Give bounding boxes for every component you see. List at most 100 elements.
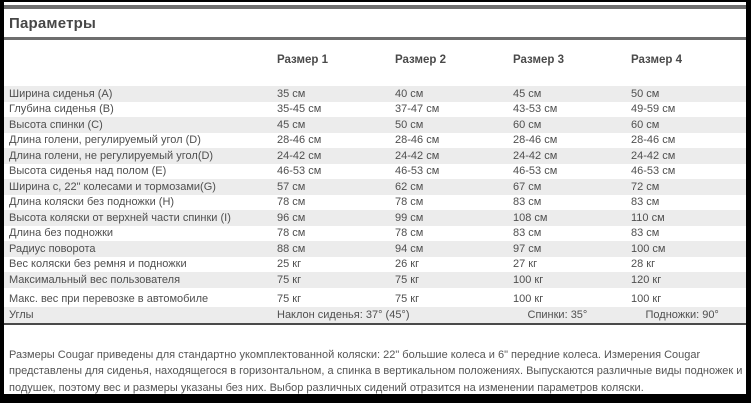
row-value: 28-46 см	[395, 134, 440, 147]
row-label: Высота коляски от верхней части спинки (…	[9, 211, 231, 224]
row-label: Длина коляски без подножки (H)	[9, 196, 175, 209]
row-value: 35 см	[277, 87, 306, 100]
table-row: Высота спинки (C) 45 см 50 см 60 см 60 см	[4, 117, 746, 133]
row-value: 100 см	[631, 242, 666, 255]
row-value: 28-46 см	[513, 134, 558, 147]
table-row: Ширина с, 22" колесами и тормозами(G) 57 …	[4, 179, 746, 195]
row-value: 37-47 см	[395, 103, 440, 116]
table-row: Макс. вес при перевозке в автомобиле 75 к…	[4, 292, 746, 308]
row-value: 75 кг	[395, 273, 420, 286]
row-value: 57 см	[277, 180, 306, 193]
row-label: Высота спинки (C)	[9, 118, 103, 131]
table-body: Ширина сиденья (A) 35 см 40 см 45 см 50 см Гл…	[4, 86, 746, 325]
row-label: Углы	[9, 308, 34, 321]
row-value: 108 см	[513, 211, 548, 224]
row-label: Ширина с, 22" колесами и тормозами(G)	[9, 180, 216, 193]
row-label: Макс. вес при перевозке в автомобиле	[9, 293, 209, 306]
row-value: 45 см	[277, 118, 306, 131]
row-value: 49-59 см	[631, 103, 676, 116]
row-value: 46-53 см	[395, 165, 440, 178]
table-row: Радиус поворота 88 см 94 см 97 см 100 см	[4, 241, 746, 257]
row-value: 35-45 см	[277, 103, 322, 116]
row-value: Подножки: 90°	[645, 308, 719, 321]
row-value: 24-42 см	[631, 149, 676, 162]
table-row: Длина без подножки 78 см 78 см 83 см 83 см	[4, 226, 746, 242]
row-value: Спинки: 35°	[527, 308, 588, 321]
row-value: 75 кг	[277, 273, 302, 286]
row-value: 120 кг	[631, 273, 662, 286]
title-divider	[4, 37, 746, 40]
row-value: 46-53 см	[277, 165, 322, 178]
row-value: 46-53 см	[631, 165, 676, 178]
table-header-row: Размер 1 Размер 2 Размер 3 Размер 4	[4, 54, 746, 69]
row-value: 75 кг	[395, 293, 420, 306]
row-value: 78 см	[395, 227, 424, 240]
row-value: 50 см	[395, 118, 424, 131]
row-label: Высота сиденья над полом (E)	[9, 165, 167, 178]
row-value: 100 кг	[513, 273, 544, 286]
row-value: 24-42 см	[513, 149, 558, 162]
table-row: Длина коляски без подножки (H) 78 см 78 см…	[4, 195, 746, 211]
row-value: 75 кг	[277, 293, 302, 306]
row-value: 100 кг	[513, 293, 544, 306]
row-value: 96 см	[277, 211, 306, 224]
row-label: Максимальный вес пользователя	[9, 273, 181, 286]
row-value: 67 см	[513, 180, 542, 193]
row-value: 78 см	[277, 196, 306, 209]
row-value: 72 см	[631, 180, 660, 193]
row-value: 94 см	[395, 242, 424, 255]
row-value: 45 см	[513, 87, 542, 100]
content-page: Параметры Размер 1 Размер 2 Размер 3 Раз…	[4, 2, 746, 394]
row-label: Глубина сиденья (B)	[9, 103, 114, 116]
row-label: Длина без подножки	[9, 227, 114, 240]
table-row: Ширина сиденья (A) 35 см 40 см 45 см 50 см	[4, 86, 746, 102]
table-row: Углы Наклон сиденья: 37° (45°) Спинки: 35°…	[4, 307, 746, 323]
row-value: 46-53 см	[513, 165, 558, 178]
column-header-size-1: Размер 1	[277, 54, 329, 66]
row-value: 99 см	[395, 211, 424, 224]
table-row: Длина голени, не регулируемый угол(D) 24-…	[4, 148, 746, 164]
header-spacer	[4, 54, 277, 69]
row-value: 50 см	[631, 87, 660, 100]
row-label: Ширина сиденья (A)	[9, 87, 113, 100]
row-value: 24-42 см	[395, 149, 440, 162]
column-header-size-2: Размер 2	[395, 54, 447, 66]
row-label: Длина голени, регулируемый угол (D)	[9, 134, 201, 147]
column-header-size-3: Размер 3	[513, 54, 565, 66]
top-divider	[4, 5, 746, 9]
row-value: 88 см	[277, 242, 306, 255]
table-row: Максимальный вес пользователя 75 кг 75 кг 1…	[4, 272, 746, 288]
row-value: 25 кг	[277, 258, 302, 271]
row-label: Длина голени, не регулируемый угол(D)	[9, 149, 214, 162]
row-value: 43-53 см	[513, 103, 558, 116]
row-value: 60 см	[631, 118, 660, 131]
row-value: 24-42 см	[277, 149, 322, 162]
row-value: 27 кг	[513, 258, 538, 271]
table-row: Глубина сиденья (B) 35-45 см 37-47 см 43-53…	[4, 102, 746, 118]
row-value: 100 кг	[631, 293, 662, 306]
row-value: 60 см	[513, 118, 542, 131]
row-value: 78 см	[395, 196, 424, 209]
row-value: 78 см	[277, 227, 306, 240]
row-value: 83 см	[513, 227, 542, 240]
row-value: 83 см	[513, 196, 542, 209]
row-value: 110 см	[631, 211, 665, 224]
row-label: Радиус поворота	[9, 242, 96, 255]
row-value: 28-46 см	[631, 134, 676, 147]
row-value: 28 кг	[631, 258, 656, 271]
footnote-text: Размеры Cougar приведены для стандартно …	[9, 348, 743, 394]
row-value: 62 см	[395, 180, 424, 193]
row-value: 97 см	[513, 242, 542, 255]
table-row: Вес коляски без ремня и подножки 25 кг 26 …	[4, 257, 746, 273]
row-value: 28-46 см	[277, 134, 322, 147]
row-label: Вес коляски без ремня и подножки	[9, 258, 187, 271]
row-value: Наклон сиденья: 37° (45°)	[277, 308, 410, 321]
table-row: Длина голени, регулируемый угол (D) 28-46…	[4, 133, 746, 149]
page-title: Параметры	[9, 15, 96, 32]
parameters-table: Размер 1 Размер 2 Размер 3 Размер 4 Шири…	[4, 54, 746, 325]
table-row: Высота коляски от верхней части спинки (…	[4, 210, 746, 226]
column-header-size-4: Размер 4	[631, 54, 683, 66]
row-value: 83 см	[631, 227, 660, 240]
table-row: Высота сиденья над полом (E) 46-53 см 46-5…	[4, 164, 746, 180]
row-value: 26 кг	[395, 258, 420, 271]
